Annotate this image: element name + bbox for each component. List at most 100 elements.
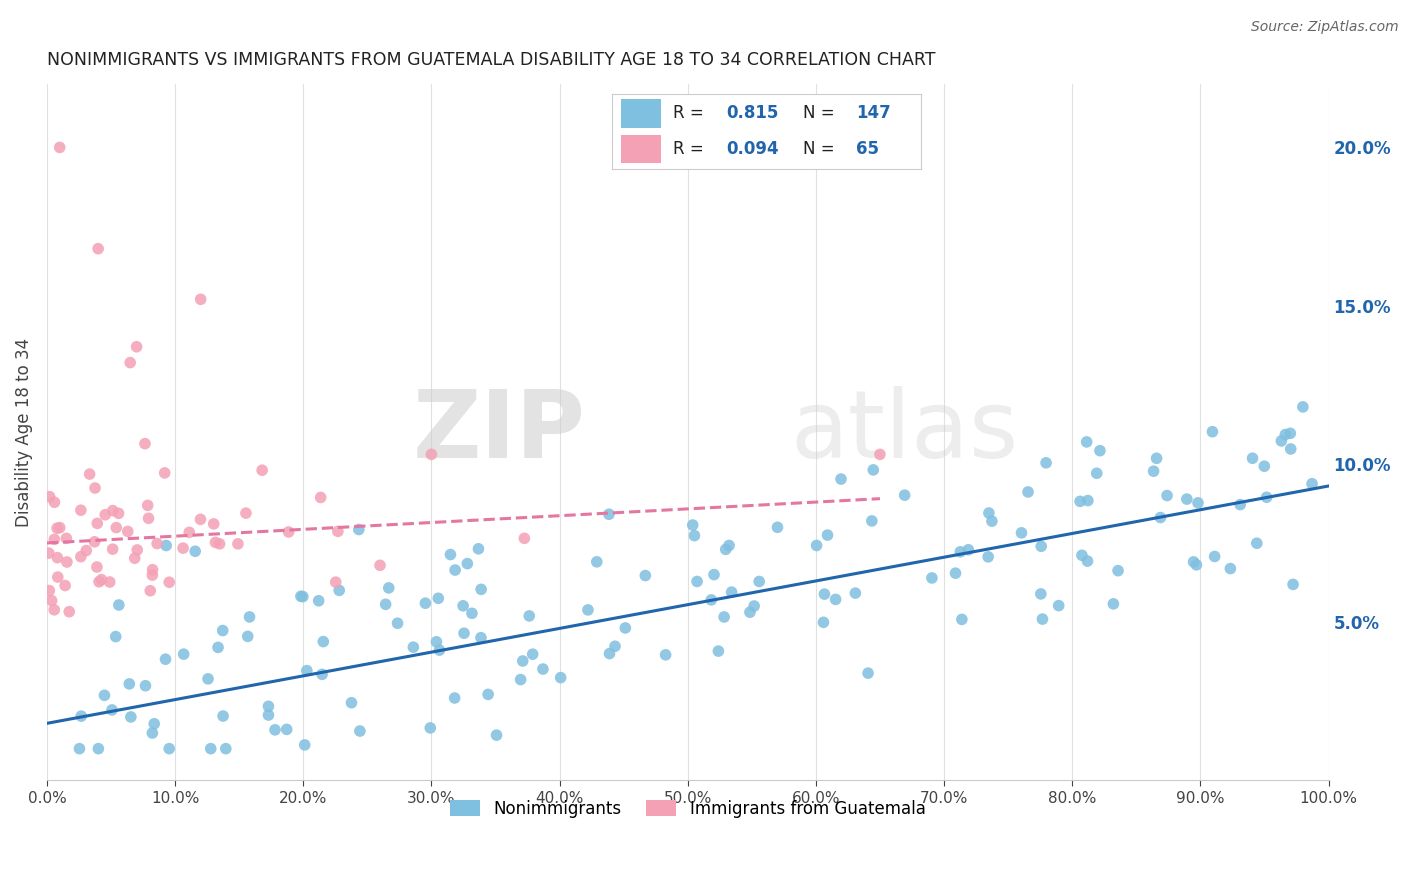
Point [945, 566, 967, 581]
Point [340, 696, 363, 710]
Text: Source: ZipAtlas.com: Source: ZipAtlas.com [1251, 20, 1399, 34]
Point [634, 568, 657, 582]
Point [79, 467, 101, 481]
Point [309, 491, 332, 505]
Point [211, 624, 233, 638]
Point [75, 543, 97, 558]
Point [1292, 400, 1315, 414]
Point [87, 242, 110, 256]
Point [738, 605, 761, 619]
Point [453, 626, 475, 640]
Point [204, 535, 226, 549]
Point [1253, 459, 1275, 474]
Point [38, 583, 60, 598]
Text: NONIMMIGRANTS VS IMMIGRANTS FROM GUATEMALA DISABILITY AGE 18 TO 34 CORRELATION C: NONIMMIGRANTS VS IMMIGRANTS FROM GUATEMA… [46, 51, 935, 69]
Point [977, 549, 1000, 564]
Point [470, 582, 492, 597]
Point [1256, 490, 1278, 504]
Point [134, 436, 156, 450]
Point [83, 534, 105, 549]
Point [1069, 494, 1091, 508]
Point [1088, 443, 1111, 458]
Point [155, 539, 177, 553]
Point [69, 549, 91, 564]
Point [44, 603, 66, 617]
Point [700, 593, 723, 607]
Point [509, 673, 531, 687]
Point [742, 599, 765, 613]
Point [134, 679, 156, 693]
Point [1204, 549, 1226, 564]
Point [950, 612, 973, 626]
Point [980, 514, 1002, 528]
Point [682, 518, 704, 533]
Point [184, 544, 207, 558]
Point [197, 672, 219, 686]
Point [748, 574, 770, 589]
Point [138, 511, 160, 525]
Point [477, 687, 499, 701]
Point [94, 508, 117, 522]
Point [139, 583, 162, 598]
Point [598, 508, 620, 522]
Text: N =: N = [803, 140, 835, 158]
Point [869, 447, 891, 461]
Point [328, 583, 350, 598]
Point [1146, 451, 1168, 466]
Point [1029, 587, 1052, 601]
Point [190, 512, 212, 526]
Point [844, 586, 866, 600]
Point [58, 605, 80, 619]
Point [157, 741, 180, 756]
Point [44, 495, 66, 509]
Point [1071, 549, 1094, 563]
Point [1185, 558, 1208, 572]
Point [949, 545, 972, 559]
Point [264, 723, 287, 737]
Point [294, 738, 316, 752]
Point [1142, 464, 1164, 478]
Point [817, 528, 839, 542]
Point [427, 591, 450, 606]
Point [420, 447, 443, 461]
Point [1270, 434, 1292, 448]
Point [208, 537, 231, 551]
Point [1156, 489, 1178, 503]
Point [118, 677, 141, 691]
Point [101, 503, 124, 517]
Point [153, 466, 176, 480]
Point [1047, 599, 1070, 613]
Point [1017, 485, 1039, 500]
Point [1201, 425, 1223, 439]
Point [46, 550, 69, 565]
Point [977, 506, 1000, 520]
Point [173, 647, 195, 661]
Point [70, 503, 93, 517]
Text: ZIP: ZIP [412, 386, 585, 478]
Point [1102, 597, 1125, 611]
Point [1279, 426, 1302, 441]
Point [70, 709, 93, 723]
Point [101, 542, 124, 557]
Point [957, 542, 980, 557]
Point [326, 524, 349, 539]
Point [402, 640, 425, 655]
Point [86, 560, 108, 574]
Text: N =: N = [803, 104, 835, 122]
Point [200, 741, 222, 756]
Point [451, 599, 474, 613]
Point [531, 662, 554, 676]
Point [429, 643, 451, 657]
Point [599, 647, 621, 661]
Point [444, 563, 467, 577]
Point [1149, 510, 1171, 524]
Point [720, 585, 742, 599]
Point [1031, 539, 1053, 553]
Point [38, 546, 60, 560]
Point [686, 574, 709, 589]
Point [250, 463, 273, 477]
Point [1301, 476, 1323, 491]
Point [238, 610, 260, 624]
Point [824, 592, 846, 607]
Point [291, 590, 314, 604]
